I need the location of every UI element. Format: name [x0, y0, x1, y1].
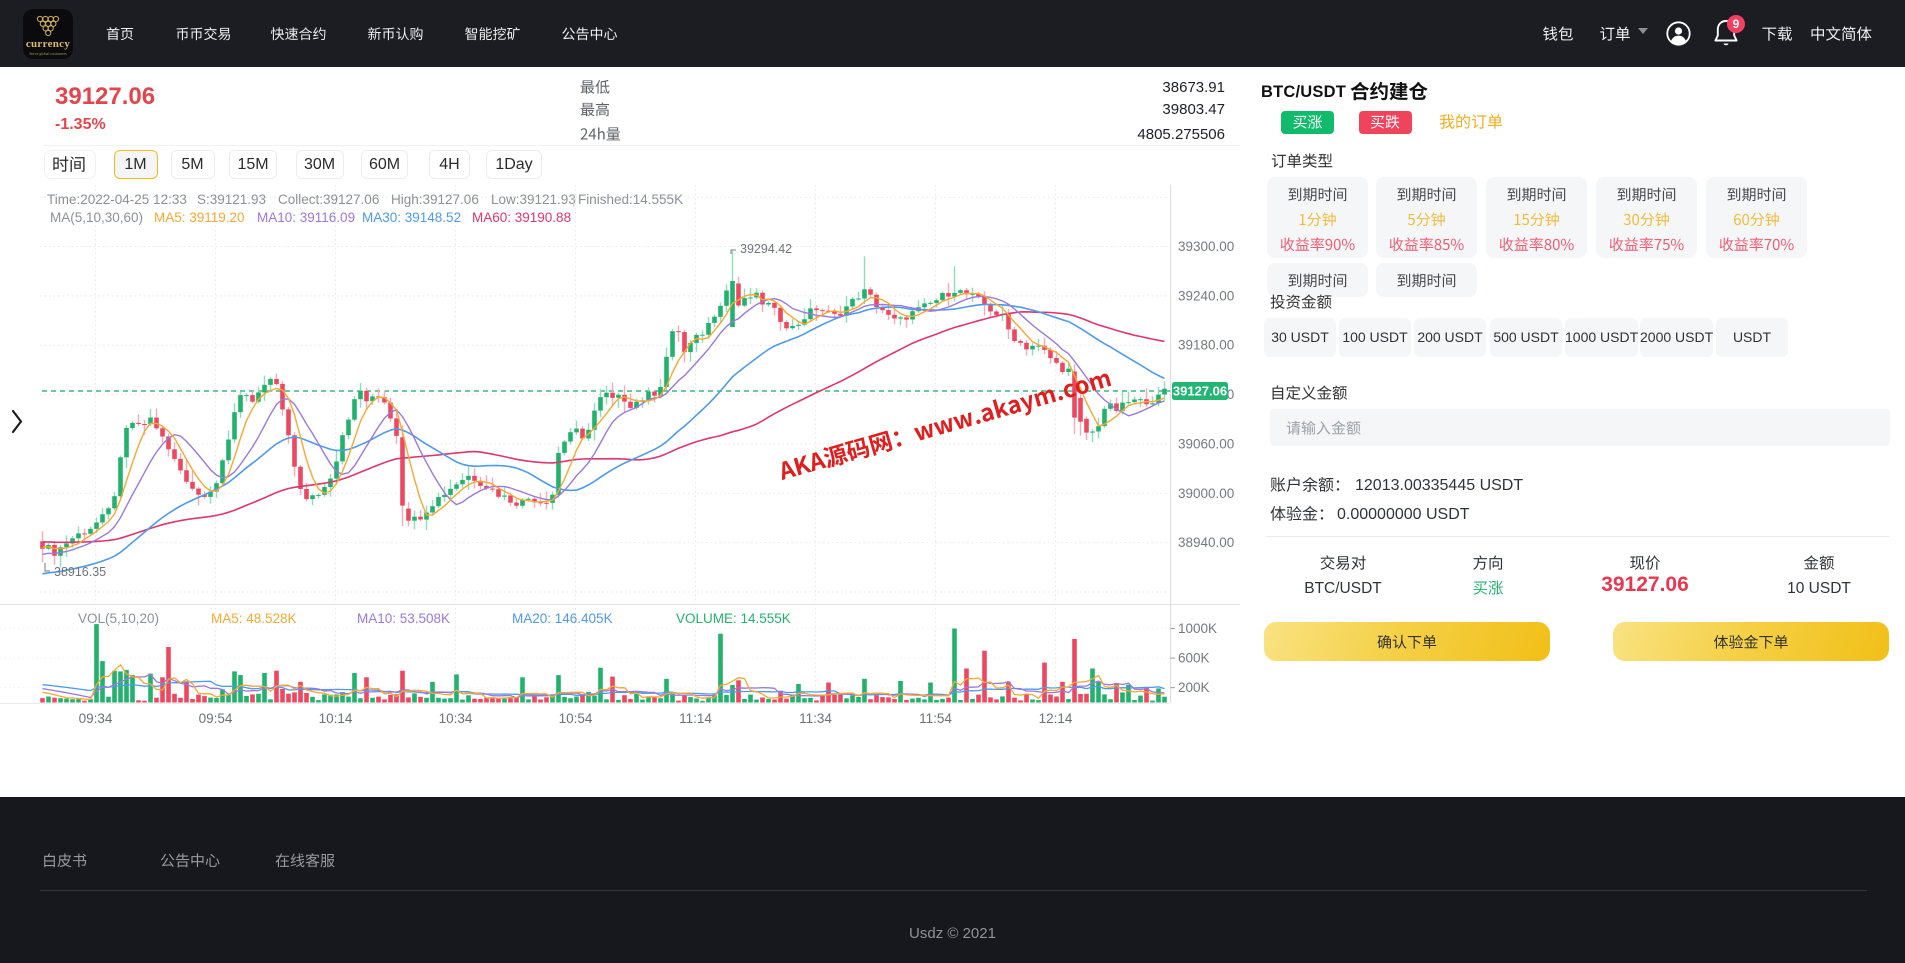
- svg-text:09:34: 09:34: [79, 711, 113, 726]
- svg-text:1000K: 1000K: [1178, 621, 1217, 636]
- svg-text:11:54: 11:54: [919, 711, 952, 726]
- svg-text:39060.00: 39060.00: [1178, 436, 1234, 451]
- svg-text:200K: 200K: [1178, 680, 1210, 695]
- svg-text:09:54: 09:54: [199, 711, 233, 726]
- svg-text:10:34: 10:34: [439, 711, 473, 726]
- svg-text:39300.00: 39300.00: [1178, 239, 1234, 254]
- svg-text:12:14: 12:14: [1039, 711, 1073, 726]
- svg-text:10:54: 10:54: [559, 711, 593, 726]
- svg-text:38916.35: 38916.35: [54, 565, 106, 579]
- svg-text:600K: 600K: [1178, 651, 1210, 666]
- svg-text:39180.00: 39180.00: [1178, 338, 1234, 353]
- svg-text:11:14: 11:14: [679, 711, 712, 726]
- svg-text:39294.42: 39294.42: [740, 242, 792, 256]
- svg-text:11:34: 11:34: [799, 711, 832, 726]
- svg-text:38940.00: 38940.00: [1178, 535, 1234, 550]
- svg-text:10:14: 10:14: [319, 711, 353, 726]
- svg-text:39127.06: 39127.06: [1173, 384, 1227, 399]
- svg-text:39000.00: 39000.00: [1178, 486, 1234, 501]
- svg-text:39240.00: 39240.00: [1178, 288, 1234, 303]
- svg-text:Time:2022-04-25 12:33S:39121.9: Time:2022-04-25 12:33 S:39121.93 Collect:3…: [47, 192, 683, 207]
